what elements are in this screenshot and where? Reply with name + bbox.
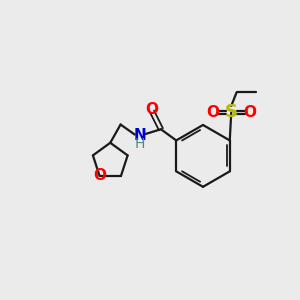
Text: O: O [146, 102, 159, 117]
Text: O: O [206, 105, 220, 120]
Text: H: H [135, 137, 146, 151]
Text: O: O [243, 105, 256, 120]
Text: O: O [93, 168, 106, 183]
Text: S: S [225, 103, 238, 122]
Text: N: N [133, 128, 146, 143]
